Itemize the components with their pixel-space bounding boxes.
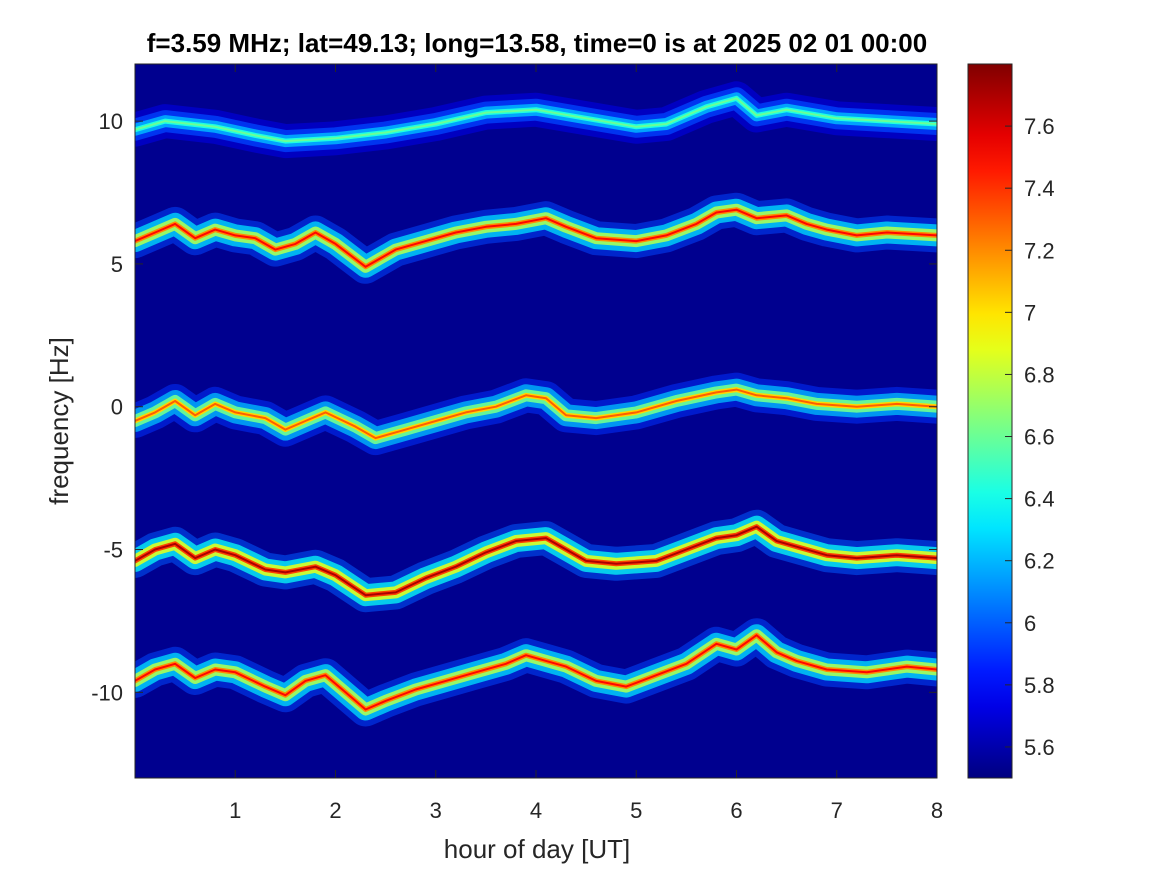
x-axis-label: hour of day [UT] bbox=[444, 834, 630, 864]
x-tick-label: 8 bbox=[931, 798, 943, 823]
x-tick-label: 5 bbox=[630, 798, 642, 823]
x-axis-ticks: 1 2 3 4 5 6 7 8 bbox=[229, 64, 943, 823]
trace-1-band-4 bbox=[135, 208, 937, 268]
y-tick-label: 0 bbox=[111, 395, 123, 420]
colorbar-ticks: 5.6 5.8 6 6.2 6.4 6.6 6.8 7 7.2 7.4 7.6 bbox=[1005, 114, 1055, 760]
x-tick-label: 2 bbox=[329, 798, 341, 823]
colorbar-tick-label: 6.6 bbox=[1024, 425, 1055, 450]
y-tick-label: 5 bbox=[111, 252, 123, 277]
colorbar bbox=[967, 63, 1013, 779]
x-tick-label: 6 bbox=[730, 798, 742, 823]
colorbar-tick-label: 7.2 bbox=[1024, 238, 1055, 263]
colorbar-tick-label: 5.8 bbox=[1024, 673, 1055, 698]
trace-2-band-4 bbox=[135, 388, 937, 440]
trace-0-band-4 bbox=[135, 97, 937, 143]
heatmap-layer bbox=[135, 81, 937, 727]
y-axis-label: frequency [Hz] bbox=[44, 337, 74, 505]
x-tick-label: 7 bbox=[831, 798, 843, 823]
x-tick-label: 3 bbox=[430, 798, 442, 823]
colorbar-tick-label: 7.4 bbox=[1024, 176, 1055, 201]
colorbar-tick-label: 6.2 bbox=[1024, 549, 1055, 574]
y-tick-label: -5 bbox=[103, 538, 123, 563]
chart-title: f=3.59 MHz; lat=49.13; long=13.58, time=… bbox=[147, 28, 927, 58]
x-tick-label: 4 bbox=[530, 798, 542, 823]
colorbar-tick-label: 6 bbox=[1024, 611, 1036, 636]
colorbar-tick-label: 6.4 bbox=[1024, 487, 1055, 512]
x-tick-label: 1 bbox=[229, 798, 241, 823]
colorbar-tick-label: 7.6 bbox=[1024, 114, 1055, 139]
y-axis-ticks: 10 5 0 -5 -10 bbox=[91, 109, 937, 705]
colorbar-tick-label: 5.6 bbox=[1024, 735, 1055, 760]
y-tick-label: 10 bbox=[99, 109, 123, 134]
trace-4-band-4 bbox=[135, 634, 937, 711]
colorbar-tick-label: 6.8 bbox=[1024, 362, 1055, 387]
y-tick-label: -10 bbox=[91, 680, 123, 705]
colorbar-tick-label: 7 bbox=[1024, 300, 1036, 325]
trace-3-band-4 bbox=[135, 525, 937, 597]
